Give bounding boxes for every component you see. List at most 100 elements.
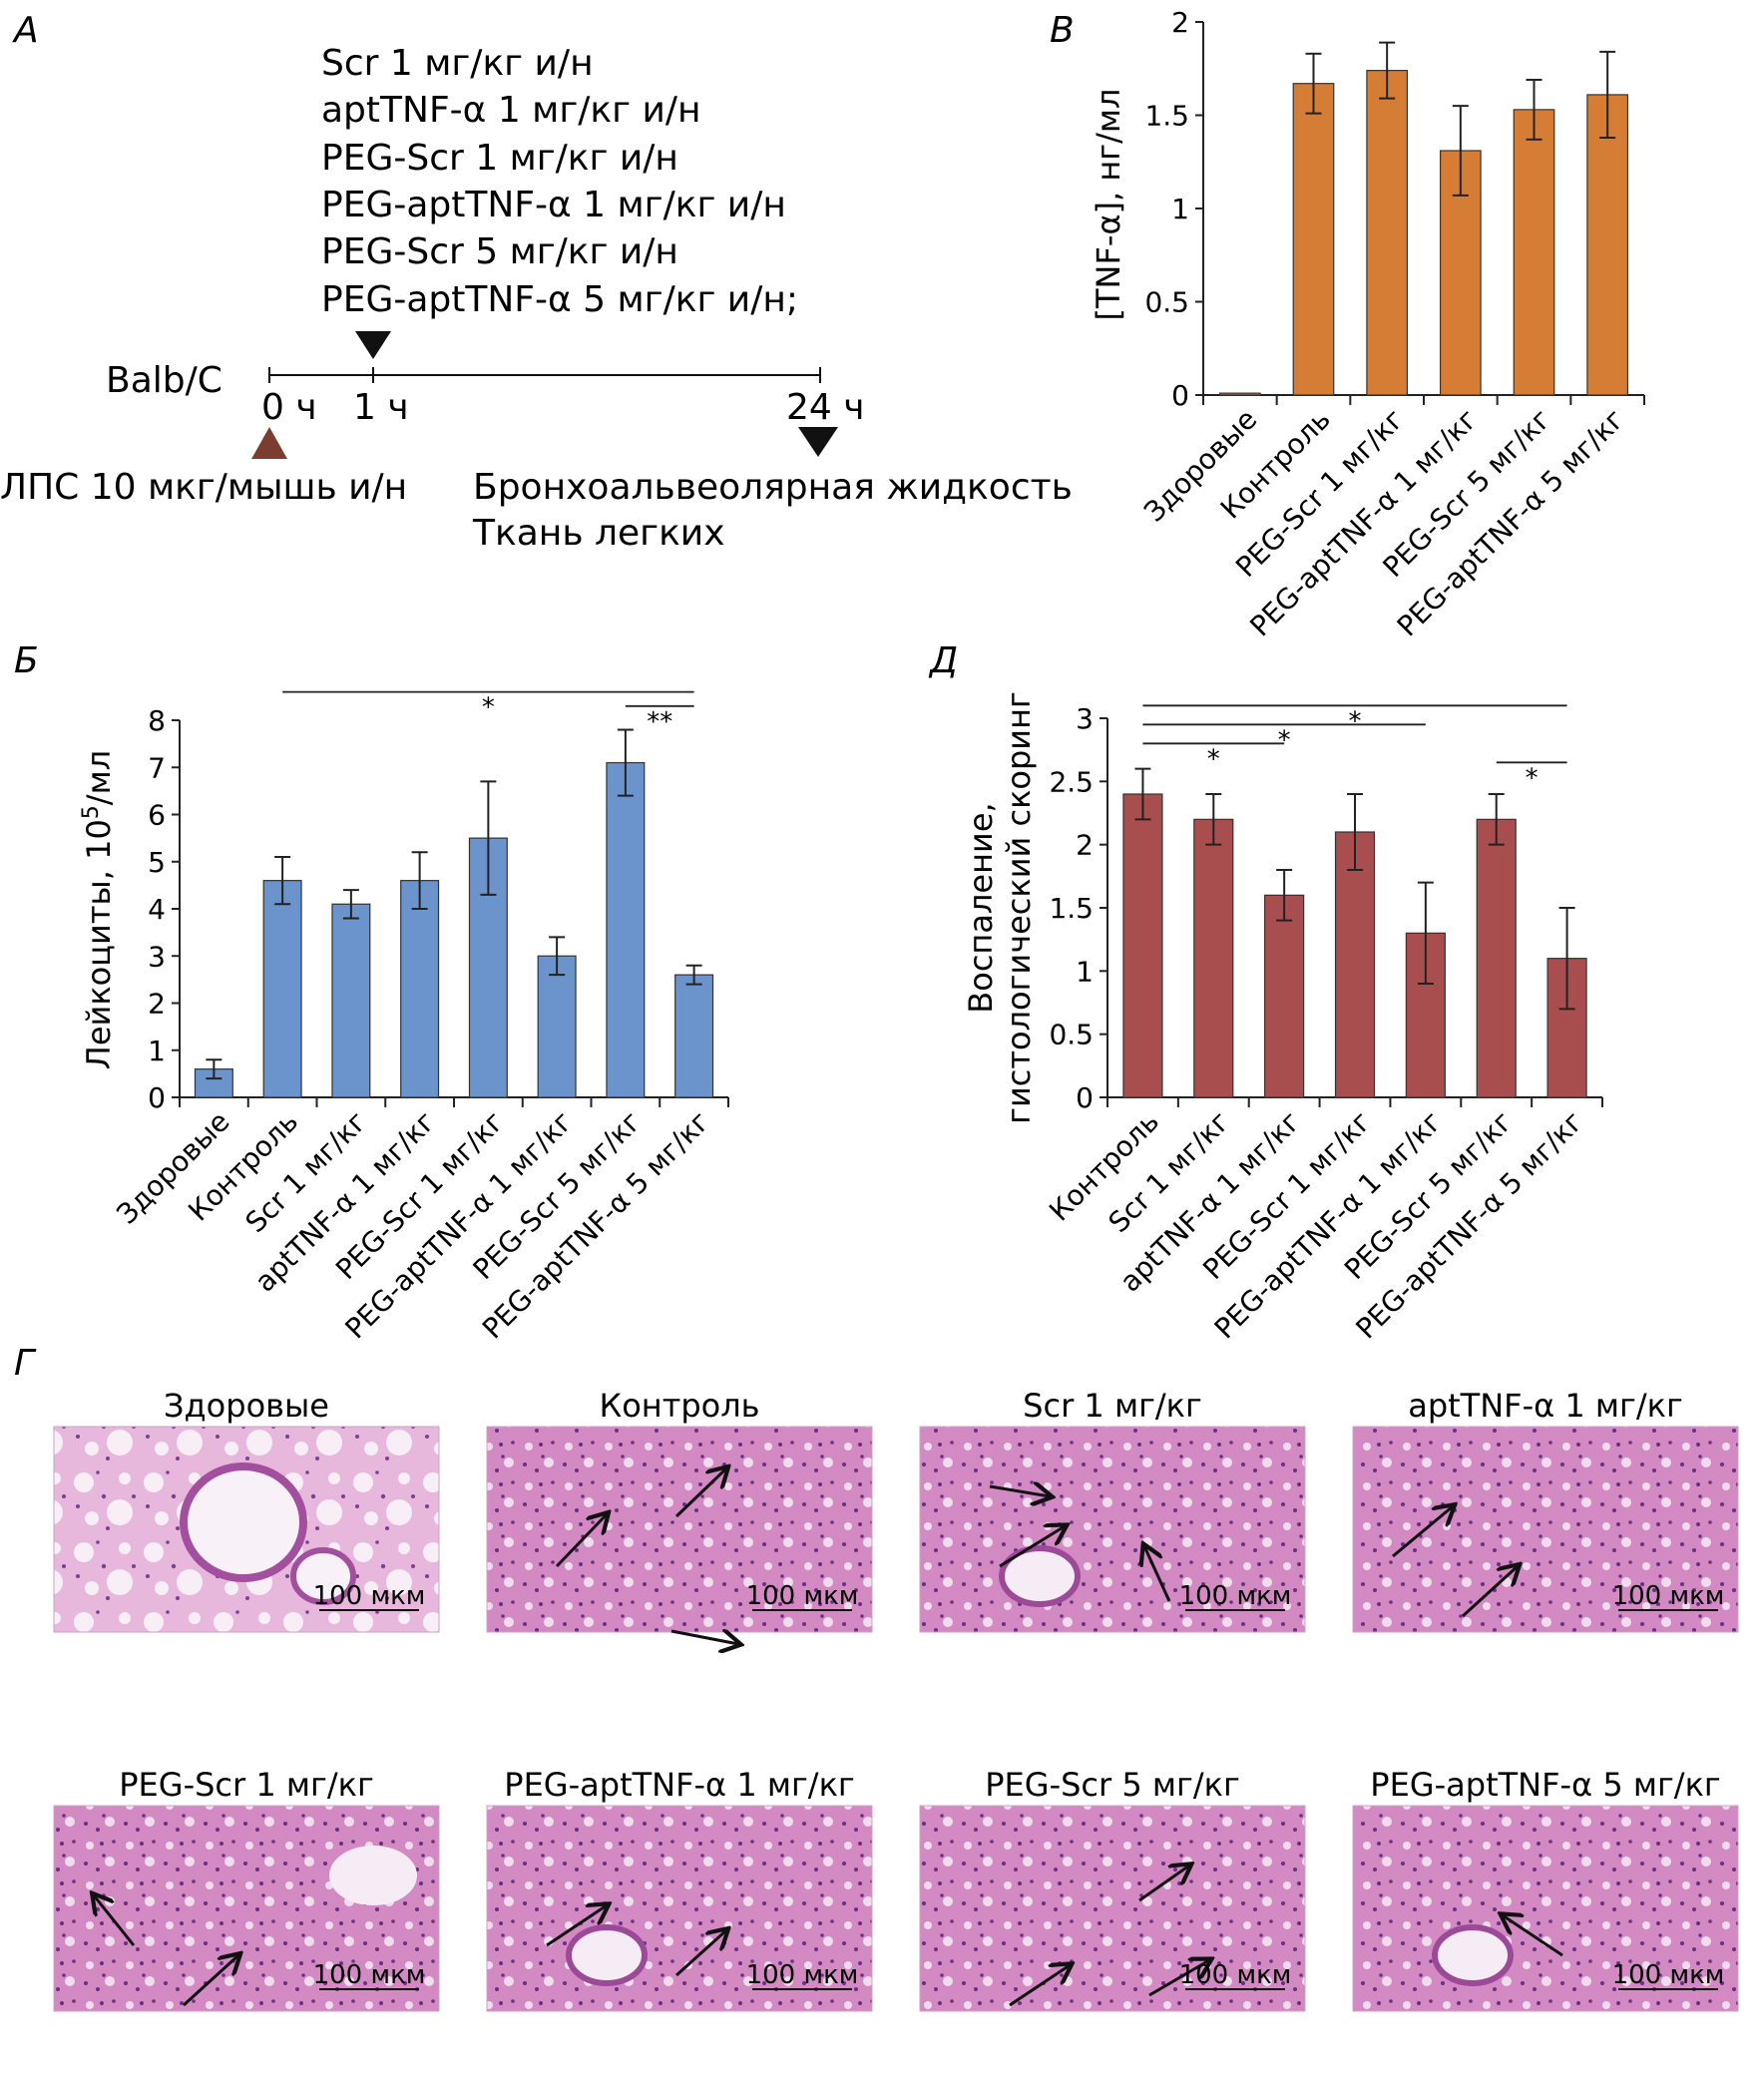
histology-image [1352,1805,1739,2012]
infiltrate-arrow-icon [999,1526,1065,1568]
histology-image [1352,1426,1739,1633]
infiltrate-arrow-icon [1392,1506,1453,1558]
bar [1586,94,1629,396]
scale-label: 100 мкм [1612,1960,1725,1990]
panel-letter-v: В [1050,10,1075,51]
treatment-item: PEG-aptTNF-α 1 мг/кг и/н [321,185,786,225]
bar [606,761,646,1098]
panel-letter-a: А [12,10,39,51]
treatment-item: aptTNF-α 1 мг/кг и/н [321,90,701,131]
treatment-item: PEG-Scr 5 мг/кг и/н [321,231,678,272]
histology-title: PEG-aptTNF-α 5 мг/кг [1370,1766,1720,1804]
histology-title: PEG-Scr 5 мг/кг [985,1766,1240,1804]
bar [1193,818,1234,1098]
y-tick-label: 2 [1076,829,1094,862]
y-axis-label: [TNF-α], нг/мл [1090,89,1127,321]
y-tick-label: 1 [148,1035,166,1067]
y-tick-label: 0.5 [1049,1019,1094,1051]
treatment-item: Scr 1 мг/кг и/н [321,43,594,84]
panel-b-leukocyte-chart: Б Лейкоциты, 105/мл 012345678ЗдоровыеКон… [14,640,729,1345]
scale-label: 100 мкм [1179,1960,1292,1990]
panel-g-histology: Г Здоровые 100 мкм Контроль 100 мкм Scr 1 мг… [14,1343,1739,2012]
y-tick-label: 4 [148,893,166,926]
histology-image [486,1426,873,1633]
y-tick-label: 0 [1171,379,1189,412]
infiltrate-arrow-icon [674,1468,726,1518]
y-tick-label: 5 [148,846,166,879]
significance-label: * [1349,706,1362,736]
time-label-24h: 24 ч [786,387,865,428]
infiltrate-arrow-icon [1138,1866,1189,1902]
time-label-1h: 1 ч [353,387,409,428]
histology-image [919,1805,1306,2012]
bar [1366,70,1409,396]
infiltrate-arrow-icon [1148,1960,1209,1997]
infiltrate-arrow-icon [670,1631,738,1644]
bar [1218,392,1261,396]
histology-title: Здоровые [164,1387,329,1425]
bar [1122,793,1163,1098]
bar [1439,150,1482,396]
y-tick-label: 3 [148,940,166,973]
time-label-0h: 0 ч [261,387,317,428]
lps-marker-icon [251,427,287,459]
y-tick-label: 8 [148,704,166,737]
y-tick-label: 1 [1076,955,1094,988]
y-tick-label: 0 [148,1081,166,1114]
bar [262,880,302,1098]
significance-label: * [1278,725,1291,755]
bar [400,880,440,1098]
bronchus-lumen [290,1547,356,1605]
bar [537,955,577,1098]
infiltrate-arrow-icon [674,1930,726,1977]
histology-image [919,1426,1306,1633]
panel-letter-d: Д [928,640,958,681]
alveolar-space [329,1846,417,1905]
histology-title: Scr 1 мг/кг [1023,1387,1202,1425]
sample-label-balf: Бронхоальвеолярная жидкость [473,467,1073,508]
significance-label: * [1207,744,1220,774]
infiltrate-arrow-icon [555,1514,607,1568]
y-tick-label: 0.5 [1144,286,1189,319]
scale-label: 100 мкм [313,1960,426,1990]
bar [331,903,371,1098]
y-axis-label-line-1: Воспаление, [962,802,1000,1013]
infiltrate-arrow-icon [182,1955,238,2007]
scale-label: 100 мкм [746,1960,859,1990]
significance-label: ** [647,707,672,737]
treatment-item: PEG-aptTNF-α 5 мг/кг и/н; [321,279,798,320]
infiltrate-arrow-icon [1009,1965,1070,2007]
significance-label: * [1526,763,1539,793]
treatment-list: Scr 1 мг/кг и/н aptTNF-α 1 мг/кг и/н PEG… [321,43,798,320]
y-tick-label: 7 [148,751,166,784]
bar [1334,831,1376,1098]
treatment-item: PEG-Scr 1 мг/кг и/н [321,138,678,179]
sample-label-tissue: Ткань легких [472,513,725,554]
y-tick-label: 2 [148,988,166,1021]
y-tick-label: 2 [1171,6,1189,39]
histology-title: Контроль [599,1387,759,1425]
lps-label: ЛПС 10 мкг/мышь и/н [0,467,407,508]
y-tick-label: 6 [148,799,166,832]
y-axis-label: Лейкоциты, 105/мл [79,750,119,1069]
y-tick-label: 0 [1076,1081,1094,1114]
histology-title: PEG-aptTNF-α 1 мг/кг [504,1766,854,1804]
treatment-marker-icon [355,331,391,359]
infiltrate-arrow-icon [1144,1546,1171,1602]
scale-label: 100 мкм [1612,1581,1725,1611]
bar [1476,818,1517,1098]
bronchus-lumen [1432,1924,1514,1986]
bar [1292,83,1335,396]
scale-label: 100 мкм [1179,1581,1292,1611]
y-tick-label: 1 [1171,193,1189,225]
significance-label: * [482,693,495,723]
infiltrate-arrow-icon [1503,1915,1563,1957]
panel-letter-g: Г [14,1343,37,1384]
panel-a-schema: А Scr 1 мг/кг и/н aptTNF-α 1 мг/кг и/н P… [0,10,1073,554]
infiltrate-arrow-icon [989,1486,1050,1496]
bronchus-lumen [180,1462,307,1582]
scale-label: 100 мкм [746,1581,859,1611]
